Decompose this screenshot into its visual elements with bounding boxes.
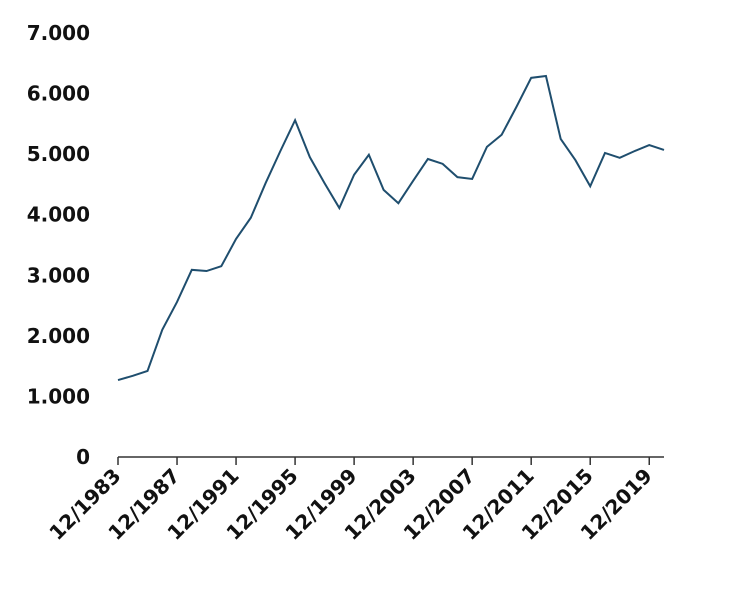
y-tick-label: 5.000	[27, 142, 90, 166]
y-tick-label: 2.000	[27, 324, 90, 348]
y-tick-label: 3.000	[27, 263, 90, 287]
y-tick-label: 7.000	[27, 21, 90, 45]
y-tick-label: 6.000	[27, 82, 90, 106]
y-tick-label: 4.000	[27, 203, 90, 227]
line-series	[117, 74, 665, 382]
y-tick-label: 1.000	[27, 384, 90, 408]
y-tick-label: 0	[76, 445, 90, 469]
